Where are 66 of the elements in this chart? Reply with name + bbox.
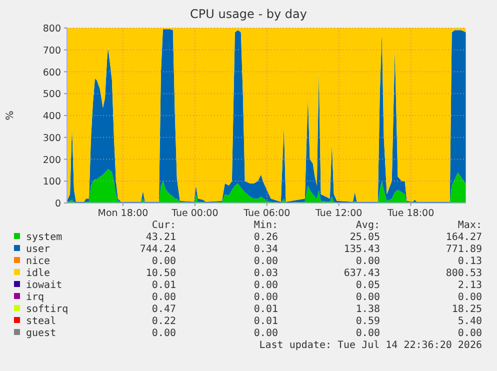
x-tick-label: Mon 18:00: [98, 208, 148, 219]
text: 0.01: [152, 280, 176, 291]
text: 0.00: [356, 328, 380, 339]
text: 0.34: [254, 244, 278, 255]
text: 0.00: [254, 292, 278, 303]
y-tick-label: 800: [42, 24, 61, 34]
chart-title: CPU usage - by day: [190, 7, 307, 21]
y-tick-label: 200: [42, 154, 61, 166]
y-tick-label: 500: [42, 89, 61, 100]
y-axis-title: %: [5, 110, 16, 120]
text: 135.43: [344, 244, 380, 255]
text: 0.00: [254, 256, 278, 267]
legend-label: guest: [26, 328, 56, 339]
text: 744.24: [140, 244, 176, 255]
text: Avg:: [356, 220, 380, 231]
text: 0.00: [356, 256, 380, 267]
text: 1.38: [356, 304, 380, 315]
y-tick-label: 100: [42, 176, 61, 188]
y-tick-label: 400: [42, 111, 61, 122]
text: Min:: [254, 220, 278, 231]
text: 637.43: [344, 268, 380, 279]
text: 0.05: [356, 280, 380, 291]
legend-label: steal: [26, 316, 56, 327]
x-tick-label: Tue 12:00: [314, 208, 362, 219]
text: Cur:: [152, 220, 176, 231]
text: 800.53: [446, 268, 482, 279]
legend-label: softirq: [26, 304, 68, 315]
x-tick-label: Tue 18:00: [386, 208, 434, 219]
y-tick-label: 0: [54, 198, 61, 210]
legend-label: nice: [26, 256, 50, 267]
text: 18.25: [452, 304, 482, 315]
text: 0.00: [152, 292, 176, 303]
text: 5.40: [458, 316, 482, 327]
text: 10.50: [146, 268, 176, 279]
text: 0.00: [254, 280, 278, 291]
legend-label: iowait: [26, 280, 62, 291]
text: 0.13: [458, 256, 482, 267]
y-tick-label: 300: [42, 132, 61, 144]
text: 0.22: [152, 316, 176, 327]
text: 0.00: [356, 292, 380, 303]
legend-label: idle: [26, 268, 50, 279]
x-tick-label: Tue 06:00: [242, 208, 290, 219]
text: 0.01: [254, 304, 278, 315]
text: 0.00: [254, 328, 278, 339]
text: 0.03: [254, 268, 278, 279]
text: 2.13: [458, 280, 482, 291]
text: 0.00: [152, 256, 176, 267]
legend-label: irq: [26, 292, 44, 303]
y-tick-label: 700: [42, 45, 61, 56]
text: Max:: [458, 220, 482, 231]
text: 43.21: [146, 232, 176, 243]
text: 164.27: [446, 232, 482, 243]
y-tick-label: 600: [42, 67, 61, 78]
text: 0.01: [254, 316, 278, 327]
text: 0.26: [254, 232, 278, 243]
legend-label: user: [26, 244, 50, 255]
text: 0.47: [152, 304, 176, 315]
text: Last update: Tue Jul 14 22:36:20 2026: [259, 340, 482, 351]
text: 0.00: [152, 328, 176, 339]
x-tick-label: Tue 00:00: [170, 208, 218, 219]
text: 25.05: [350, 232, 380, 243]
text: 0.00: [458, 292, 482, 303]
text: 0.00: [458, 328, 482, 339]
legend-label: system: [26, 232, 62, 243]
text: 771.89: [446, 244, 482, 255]
text: 0.59: [356, 316, 380, 327]
